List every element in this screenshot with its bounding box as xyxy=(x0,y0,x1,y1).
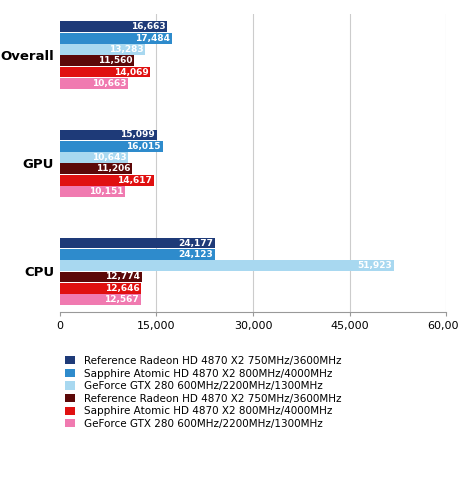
Bar xyxy=(60,186,125,197)
Bar xyxy=(60,33,172,44)
Bar xyxy=(60,152,128,163)
Bar xyxy=(60,249,215,260)
Bar xyxy=(60,78,128,89)
Text: 15,099: 15,099 xyxy=(120,131,155,140)
Bar xyxy=(60,294,140,305)
Text: 10,643: 10,643 xyxy=(92,153,126,162)
Bar xyxy=(60,130,157,140)
Text: 10,663: 10,663 xyxy=(92,79,126,88)
Text: 16,663: 16,663 xyxy=(130,23,165,31)
Text: 12,774: 12,774 xyxy=(105,273,140,281)
Bar xyxy=(60,238,215,249)
Text: 14,069: 14,069 xyxy=(113,68,148,76)
Bar xyxy=(60,164,132,174)
Text: 14,617: 14,617 xyxy=(117,176,151,185)
Text: 16,015: 16,015 xyxy=(126,142,161,151)
Bar xyxy=(60,55,134,66)
Text: 13,283: 13,283 xyxy=(108,45,143,54)
Bar xyxy=(60,141,162,152)
Text: 24,177: 24,177 xyxy=(178,239,213,248)
Bar xyxy=(60,67,150,77)
Bar xyxy=(60,283,141,294)
Text: 51,923: 51,923 xyxy=(357,261,392,270)
Legend: Reference Radeon HD 4870 X2 750MHz/3600MHz, Sapphire Atomic HD 4870 X2 800MHz/40: Reference Radeon HD 4870 X2 750MHz/3600M… xyxy=(65,356,341,429)
Text: 12,567: 12,567 xyxy=(104,295,139,304)
Text: 12,646: 12,646 xyxy=(104,284,139,293)
Text: 11,206: 11,206 xyxy=(95,164,130,173)
Text: 11,560: 11,560 xyxy=(98,56,132,65)
Text: 17,484: 17,484 xyxy=(135,34,170,43)
Bar xyxy=(60,272,142,282)
Text: 10,151: 10,151 xyxy=(89,187,123,196)
Bar xyxy=(60,44,145,55)
Bar xyxy=(60,22,167,32)
Bar xyxy=(60,175,154,186)
Bar xyxy=(60,260,393,271)
Text: 24,123: 24,123 xyxy=(178,250,213,259)
